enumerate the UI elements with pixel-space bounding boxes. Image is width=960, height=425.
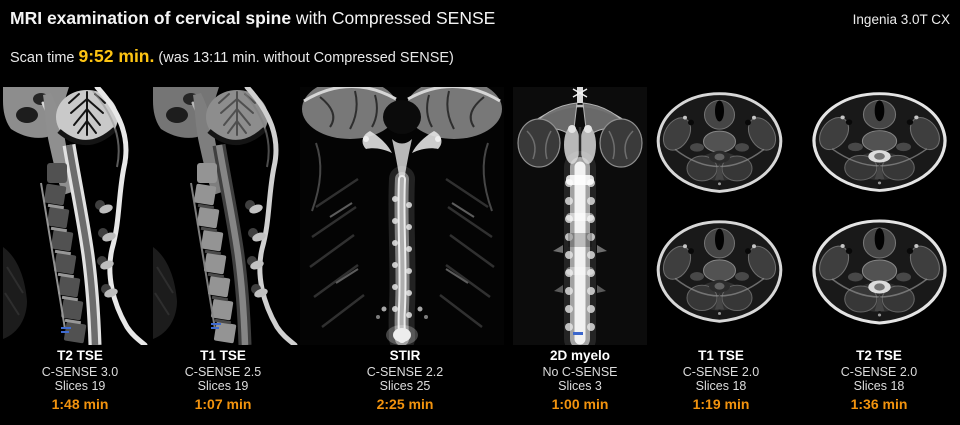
caption-coronal-stir: STIR C-SENSE 2.2 Slices 25 2:25 min	[330, 348, 480, 412]
slice-position-annotation	[211, 323, 221, 329]
sequence-name: T1 TSE	[200, 348, 246, 363]
slice-count: Slices 19	[197, 379, 249, 394]
slice-count: Slices 18	[695, 379, 747, 394]
2d-myelogram-mri-image	[513, 87, 647, 345]
slice-count: Slices 25	[379, 379, 431, 394]
slice-count: Slices 19	[54, 379, 106, 394]
slice-count: Slices 3	[558, 379, 602, 394]
sequence-name: 2D myelo	[549, 348, 611, 363]
panel-coronal-stir	[300, 87, 504, 345]
sequence-name: T1 TSE	[698, 348, 744, 363]
slice-count: Slices 18	[853, 379, 905, 394]
sagittal-t2-mri-image	[3, 87, 148, 345]
scanner-model-label: Ingenia 3.0T CX	[852, 12, 950, 27]
sequence-name: T2 TSE	[57, 348, 103, 363]
caption-sagittal-t2: T2 TSE C-SENSE 3.0 Slices 19 1:48 min	[5, 348, 155, 412]
sequence-name: STIR	[389, 348, 421, 363]
axial-t2-mri-image-bottom	[802, 215, 957, 333]
title-suffix: with Compressed SENSE	[291, 8, 496, 28]
scan-time-value: 9:52 min.	[78, 46, 155, 66]
csense-factor: C-SENSE 2.2	[366, 364, 444, 379]
scan-duration: 1:07 min	[194, 395, 252, 412]
scan-duration: 1:19 min	[692, 395, 750, 412]
panel-sagittal-t2	[3, 87, 148, 345]
axial-t1-mri-image-top	[647, 88, 792, 201]
sequence-name: T2 TSE	[856, 348, 902, 363]
scan-duration: 1:48 min	[51, 395, 109, 412]
scan-duration: 2:25 min	[376, 395, 434, 412]
csense-factor: C-SENSE 2.5	[184, 364, 262, 379]
caption-sagittal-t1: T1 TSE C-SENSE 2.5 Slices 19 1:07 min	[148, 348, 298, 412]
caption-axial-t1: T1 TSE C-SENSE 2.0 Slices 18 1:19 min	[646, 348, 796, 412]
panel-sagittal-t1	[153, 87, 298, 345]
caption-2d-myelo: 2D myelo No C-SENSE Slices 3 1:00 min	[505, 348, 655, 412]
csense-factor: C-SENSE 3.0	[41, 364, 119, 379]
caption-axial-t2: T2 TSE C-SENSE 2.0 Slices 18 1:36 min	[804, 348, 954, 412]
coronal-stir-mri-image	[300, 87, 504, 345]
slice-position-annotation	[61, 327, 71, 333]
scan-duration: 1:00 min	[551, 395, 609, 412]
csense-factor: C-SENSE 2.0	[840, 364, 918, 379]
scan-duration: 1:36 min	[850, 395, 908, 412]
scan-time-note: (was 13:11 min. without Compressed SENSE…	[154, 50, 454, 66]
scan-time-label: Scan time	[10, 50, 79, 66]
slice-position-annotation	[573, 332, 583, 335]
csense-factor: No C-SENSE	[542, 364, 618, 379]
csense-factor: C-SENSE 2.0	[682, 364, 760, 379]
panel-2d-myelo	[513, 87, 647, 345]
title-bold: MRI examination of cervical spine	[10, 8, 292, 28]
page-title: MRI examination of cervical spine with C…	[10, 8, 495, 29]
scan-time-line: Scan time 9:52 min. (was 13:11 min. with…	[10, 46, 454, 67]
axial-t1-mri-image-bottom	[647, 216, 792, 331]
sagittal-t1-mri-image	[153, 87, 298, 345]
axial-t2-mri-image-top	[802, 88, 957, 200]
